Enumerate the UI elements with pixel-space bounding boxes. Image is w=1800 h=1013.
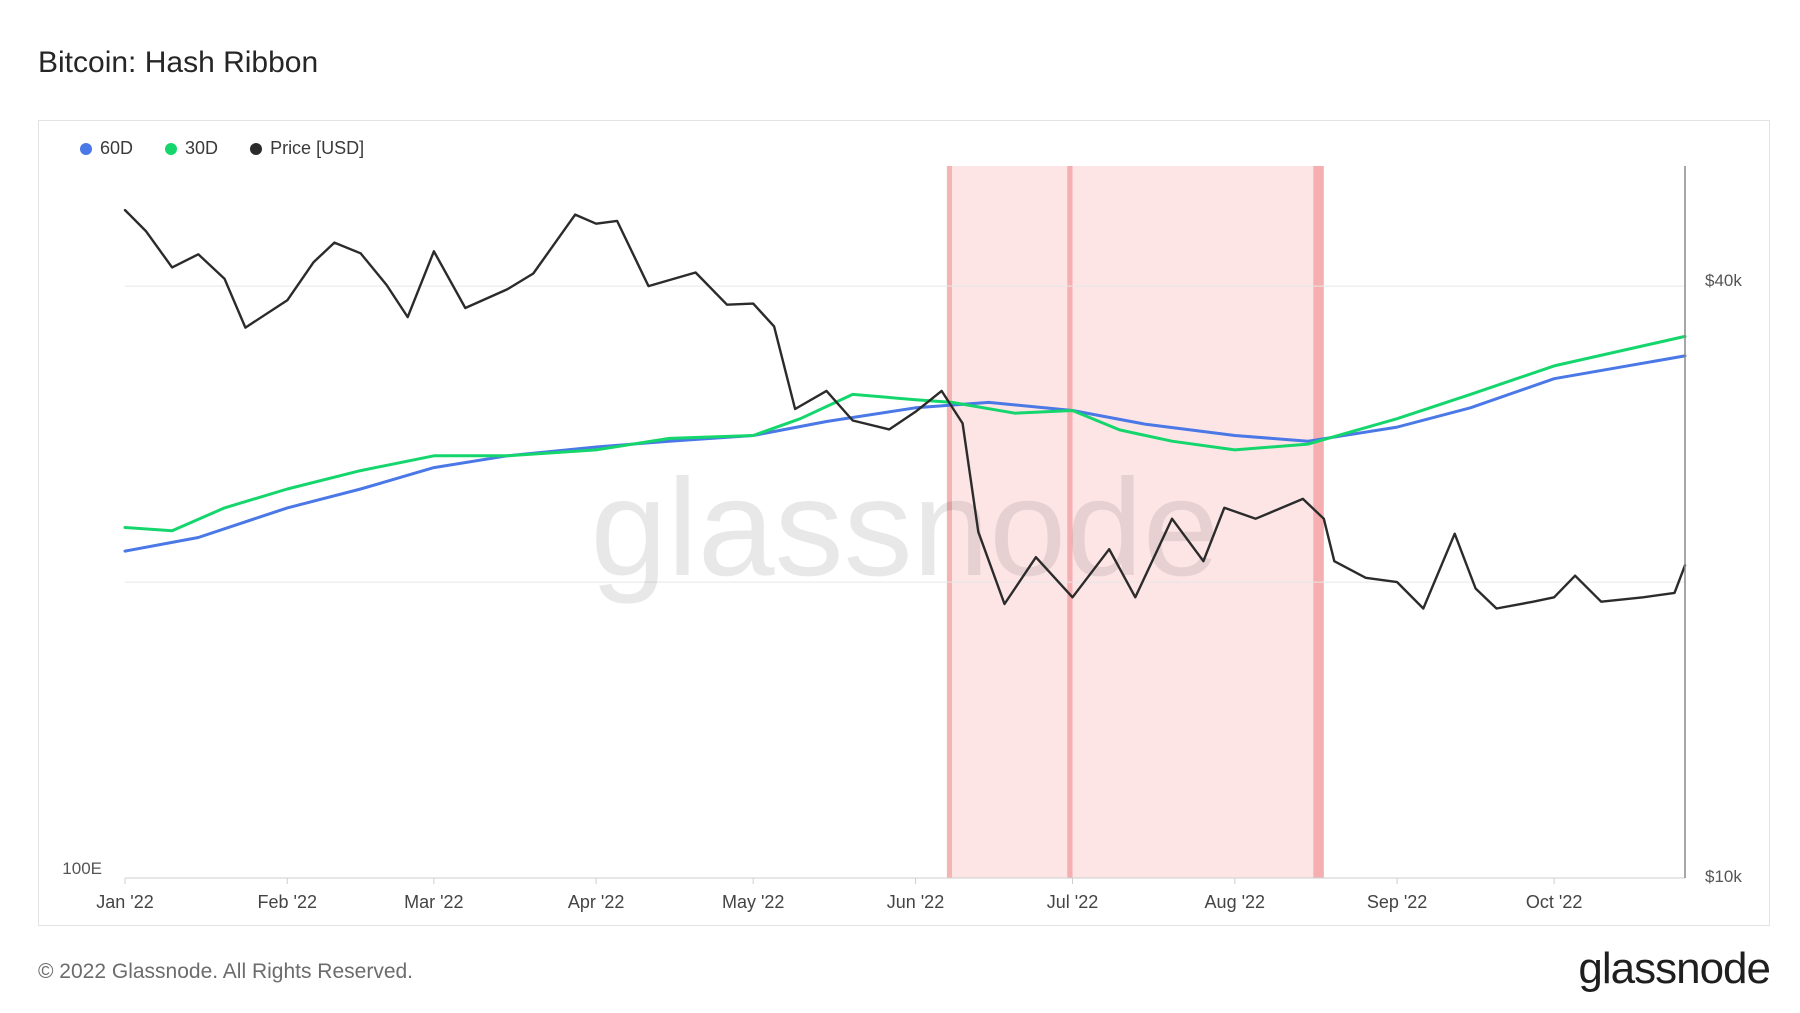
x-tick-label-6: Jul '22 (1047, 892, 1098, 912)
legend-label-30d: 30D (185, 138, 219, 158)
capitulation-zone-3 (1313, 166, 1324, 878)
legend-dot-60d (80, 142, 92, 155)
legend-dot-30d (165, 142, 178, 155)
x-tick-label-8: Sep '22 (1367, 892, 1428, 912)
x-tick-label-5: Jun '22 (887, 892, 944, 912)
legend-label-price: Price [USD] (270, 138, 365, 158)
x-tick-label-7: Aug '22 (1205, 892, 1266, 912)
legend-dot-price (250, 142, 263, 155)
right-tick-label-1: $10k (1705, 867, 1742, 886)
x-tick-label-3: Apr '22 (568, 892, 624, 912)
series-line-60d (123, 354, 1687, 553)
series-line-price-usd (123, 208, 1687, 610)
legend-item-60d[interactable]: 60D (80, 138, 133, 159)
footer-copyright: © 2022 Glassnode. All Rights Reserved. (38, 960, 414, 983)
x-tick-label-1: Feb '22 (258, 892, 317, 912)
legend-item-price[interactable]: Price [USD] (250, 138, 364, 159)
capitulation-zone-0 (946, 166, 953, 878)
glassnode-logo[interactable]: glassnode (1578, 944, 1771, 993)
x-tick-label-4: May '22 (722, 892, 784, 912)
watermark: glassnode (590, 451, 1219, 605)
series-lines (123, 208, 1687, 610)
chart-frame (38, 120, 1770, 926)
legend: 60D 30D Price [USD] (80, 138, 364, 159)
capitulation-zone-1 (952, 166, 1324, 878)
x-tick-label-2: Mar '22 (404, 892, 463, 912)
chart-title: Bitcoin: Hash Ribbon (38, 46, 319, 79)
capitulation-zones (946, 166, 1324, 878)
legend-label-60d: 60D (100, 138, 134, 158)
series-line-30d (123, 334, 1687, 533)
x-tick-label-9: Oct '22 (1526, 892, 1582, 912)
x-tick-label-0: Jan '22 (96, 892, 153, 912)
capitulation-zone-2 (1067, 166, 1073, 878)
left-tick-label-0: 100E (62, 859, 102, 878)
right-tick-label-0: $40k (1705, 271, 1742, 290)
legend-item-30d[interactable]: 30D (165, 138, 218, 159)
grid-lines (125, 285, 1685, 583)
axes: Jan '22 Feb '22 Mar '22 Apr '22 May '22 Jun '… (62, 166, 1742, 912)
